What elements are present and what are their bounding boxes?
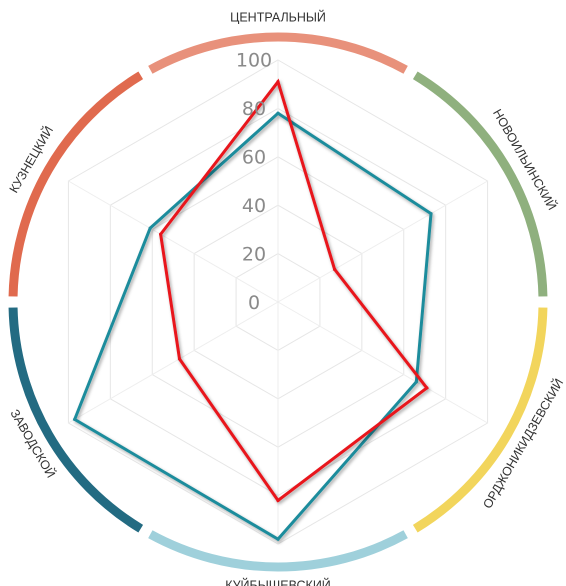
- series-1-point-3: [414, 380, 418, 384]
- radial-tick-labels: 0 20 40 60 80 100: [236, 50, 272, 315]
- series-1-point-1: [276, 111, 280, 115]
- grid-spoke-5: [68, 301, 279, 424]
- ring-segment-5: [8, 307, 144, 533]
- radial-tick-label: 60: [242, 147, 266, 169]
- series-1-point-2: [429, 212, 433, 216]
- grid-spoke-6: [68, 180, 279, 303]
- radial-tick-label: 40: [242, 195, 266, 217]
- ring-segment-1: [148, 32, 408, 74]
- ring-segment-2: [412, 71, 548, 297]
- category-label: КУЗНЕЦКИЙ: [6, 123, 56, 195]
- series-2-point-3: [425, 386, 429, 390]
- series-layer: [72, 78, 433, 542]
- category-ring: [8, 32, 548, 572]
- category-label: ЦЕНТРАЛЬНЫЙ: [230, 9, 326, 24]
- grid-spoke-2: [277, 180, 488, 303]
- category-label: КУЙБЫШЕВСКИЙ: [225, 577, 331, 586]
- ring-segment-6: [8, 71, 144, 297]
- radial-tick-label: 0: [248, 292, 260, 314]
- series-2-point-6: [159, 232, 163, 236]
- series-1-point-5: [73, 417, 77, 421]
- radial-tick-label: 20: [242, 244, 266, 266]
- series-1-point-4: [276, 537, 280, 541]
- series-2-point-1: [276, 80, 280, 84]
- ring-segment-4: [148, 530, 408, 572]
- radial-tick-label: 100: [236, 50, 272, 72]
- series-2-point-5: [177, 357, 182, 361]
- ring-segment-3: [412, 307, 548, 533]
- series-2-point-4: [276, 498, 280, 503]
- radar-grid: [67, 59, 489, 545]
- grid-spoke-3: [277, 301, 488, 424]
- radial-tick-label: 80: [242, 98, 266, 120]
- series-1-point-6: [148, 226, 152, 230]
- series-2-point-2: [332, 267, 337, 271]
